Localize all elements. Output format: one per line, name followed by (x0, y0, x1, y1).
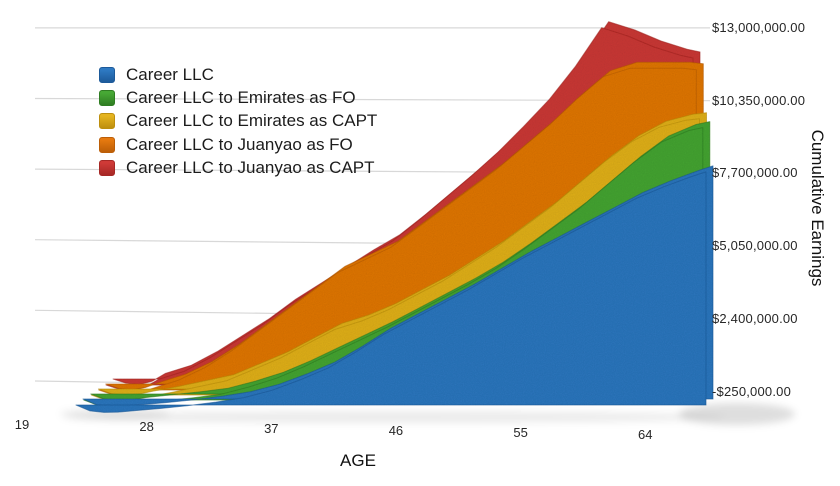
legend-label: Career LLC to Juanyao as FO (126, 134, 353, 154)
legend-item: Career LLC (99, 63, 377, 86)
legend-swatch-juanyao-capt (99, 160, 115, 177)
x-tick-label: 37 (264, 420, 279, 436)
legend-item: Career LLC to Emirates as CAPT (99, 110, 377, 133)
legend-swatch-emirates-capt (99, 113, 115, 130)
legend-label: Career LLC (126, 64, 214, 84)
legend-item: Career LLC to Juanyao as CAPT (99, 157, 377, 180)
legend-item: Career LLC to Emirates as FO (99, 86, 377, 109)
x-axis-title: AGE (340, 451, 376, 470)
x-tick-label: 46 (388, 422, 404, 438)
legend-label: Career LLC to Juanyao as CAPT (126, 158, 375, 178)
x-tick-label: 55 (513, 424, 528, 440)
y-tick-label: -$250,000.00 (712, 383, 792, 399)
y-tick-label: $2,400,000.00 (712, 311, 798, 327)
x-tick-label: 28 (139, 418, 154, 434)
y-tick-label: $13,000,000.00 (712, 19, 806, 35)
x-tick-label: 19 (14, 417, 30, 432)
y-tick-label: $10,350,000.00 (712, 92, 806, 108)
y-tick-label: $7,700,000.00 (712, 165, 798, 181)
x-tick-label: 64 (638, 426, 653, 442)
legend-swatch-career-llc (99, 66, 115, 83)
area-career-llc (75, 171, 707, 413)
y-tick-label: $5,050,000.00 (712, 238, 798, 254)
legend-label: Career LLC to Emirates as FO (126, 88, 356, 108)
y-axis-title: Cumulative Earnings (808, 129, 827, 287)
chart-legend: Career LLC Career LLC to Emirates as FO … (99, 63, 377, 180)
legend-swatch-emirates-fo (99, 90, 115, 107)
legend-swatch-juanyao-fo (99, 136, 115, 153)
floor-shadow (60, 403, 795, 425)
legend-item: Career LLC to Juanyao as FO (99, 133, 377, 156)
legend-label: Career LLC to Emirates as CAPT (126, 111, 378, 131)
area-series-group (75, 21, 714, 413)
